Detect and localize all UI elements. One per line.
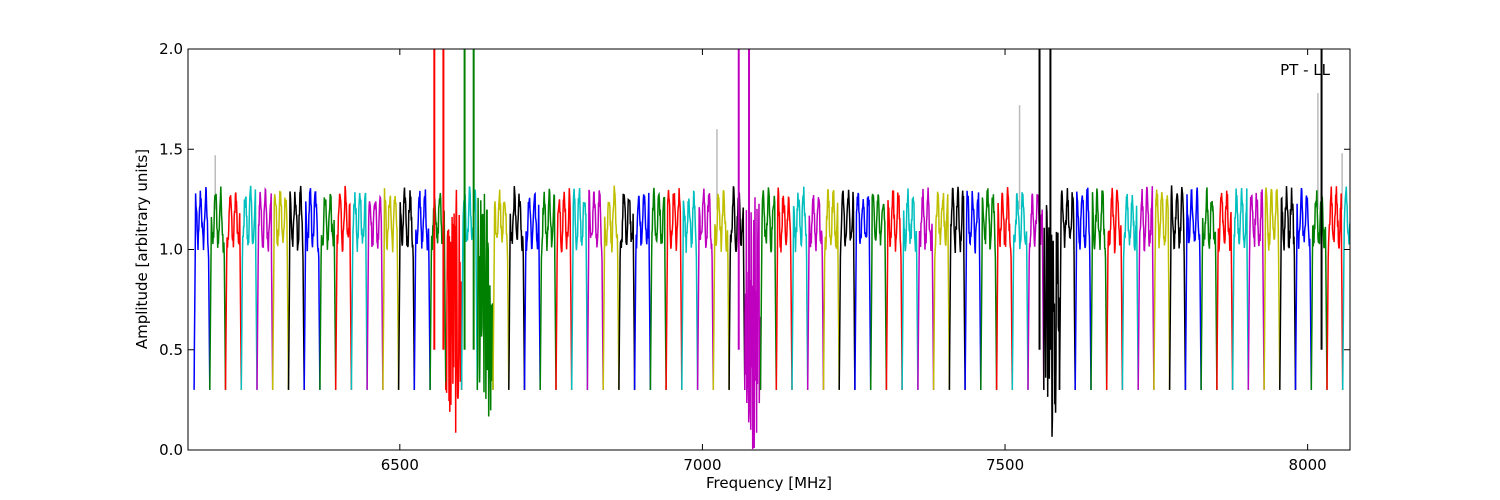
spectrum-band-line — [932, 191, 951, 390]
spectrum-band-line — [209, 186, 227, 390]
spectrum-band-line — [397, 187, 416, 390]
plot-frame — [187, 48, 1351, 451]
x-axis-label: Frequency [MHz] — [706, 474, 832, 492]
y-tick-label: 1.5 — [159, 140, 183, 158]
spectrum-band-line — [271, 190, 290, 390]
spectrum-band-line — [350, 192, 368, 390]
spectrum-band-line — [1105, 187, 1124, 390]
spectrum-band-line — [1168, 185, 1187, 390]
spectrum-band-line — [964, 190, 982, 390]
spectrum-band-line — [445, 189, 463, 433]
spectrum-band-line — [681, 190, 699, 390]
plot-content — [193, 49, 1350, 450]
spectrum-band-line — [1326, 186, 1344, 390]
spectrum-band-line — [1294, 187, 1313, 390]
spectrum-band-line — [224, 192, 243, 390]
spectrum-band-line — [492, 189, 510, 390]
spectrum-band-line — [287, 185, 305, 390]
spectrum-band-line — [508, 186, 526, 390]
spectrum-band-line — [1153, 189, 1171, 390]
spectrum-band-line — [1200, 187, 1218, 390]
spectrum-band-line — [1341, 186, 1350, 390]
spectrum-band-line — [240, 185, 258, 390]
spectrum-band-line — [193, 186, 211, 390]
y-tick-label: 2.0 — [159, 40, 183, 58]
spectrum-band-line — [633, 192, 652, 390]
spectrum-band-line — [319, 193, 337, 390]
spectrum-band-line — [775, 187, 793, 390]
spectrum-band-line — [1231, 187, 1250, 390]
spectrum-band-line — [1090, 188, 1108, 390]
spectrum-band-line — [1043, 205, 1061, 437]
spectrum-band-line — [256, 186, 274, 390]
ticks: 6500 7000 7500 8000 0.0 0.5 1.0 1.5 2.0 — [159, 40, 1350, 474]
spectrum-band-line — [838, 189, 856, 390]
spectrum-band-line — [1011, 192, 1029, 390]
spectrum-band-line — [570, 188, 589, 390]
spectrum-band-line — [476, 193, 494, 417]
spectrum-band-line — [822, 189, 840, 390]
spectrum-band-line — [366, 194, 384, 390]
spectrum-band-line — [1121, 193, 1139, 390]
x-tick-label: 6500 — [381, 456, 419, 474]
spectrum-band-line — [539, 188, 557, 390]
spectrum-band-line — [523, 191, 541, 390]
spectrum-band-line — [1074, 187, 1092, 390]
spectrum-band-line — [1263, 187, 1281, 390]
x-tick-label: 7000 — [683, 456, 721, 474]
spectrum-band-line — [995, 187, 1014, 390]
spectrum-band-line — [586, 189, 604, 390]
spectrum-band-line — [696, 188, 715, 390]
spectrum-band-line — [1027, 193, 1045, 390]
spectrum-band-line — [413, 189, 431, 390]
spectrum-band-line — [1310, 190, 1328, 390]
x-tick-label: 7500 — [986, 456, 1024, 474]
spectrum-band-line — [1247, 189, 1265, 390]
spectrum-band-line — [1137, 186, 1155, 390]
spectrum-band-line — [728, 186, 746, 390]
spectrum-band-line — [869, 193, 888, 390]
spectrum-band-line — [1216, 190, 1234, 390]
spectrum-band-line — [602, 185, 620, 390]
spectrum-band-line — [665, 188, 683, 390]
spectrum-band-line — [806, 195, 825, 390]
spectrum-band-line — [744, 197, 762, 450]
spectrum-band-line — [917, 187, 935, 390]
spectrum-band-line — [1279, 186, 1297, 390]
spectrum-band-line — [791, 186, 809, 390]
x-tick-label: 8000 — [1289, 456, 1327, 474]
spectrum-band-line — [885, 190, 903, 390]
spectrum-band-line — [901, 188, 919, 390]
spectrum-band-line — [303, 188, 321, 390]
spectrum-band-line — [712, 190, 730, 390]
spectrum-band-line — [1058, 187, 1076, 390]
spectrum-band-line — [382, 188, 400, 390]
y-axis-label: Amplitude [arbitrary units] — [133, 149, 151, 349]
spectrum-band-line — [649, 187, 667, 390]
y-tick-label: 0.0 — [159, 441, 183, 459]
spectrum-band-line — [759, 187, 778, 390]
spectrum-band-line — [334, 185, 353, 390]
chart-annotation: PT - LL — [1280, 61, 1331, 79]
spectrum-band-line — [555, 188, 573, 390]
spectrum-band-line — [618, 193, 636, 390]
y-tick-label: 0.5 — [159, 341, 183, 359]
spectrum-band-line — [854, 192, 872, 390]
spectrum-band-line — [980, 188, 998, 390]
spectrum-band-line — [948, 186, 966, 390]
y-tick-label: 1.0 — [159, 241, 183, 259]
spectrum-band-line — [1184, 187, 1202, 390]
